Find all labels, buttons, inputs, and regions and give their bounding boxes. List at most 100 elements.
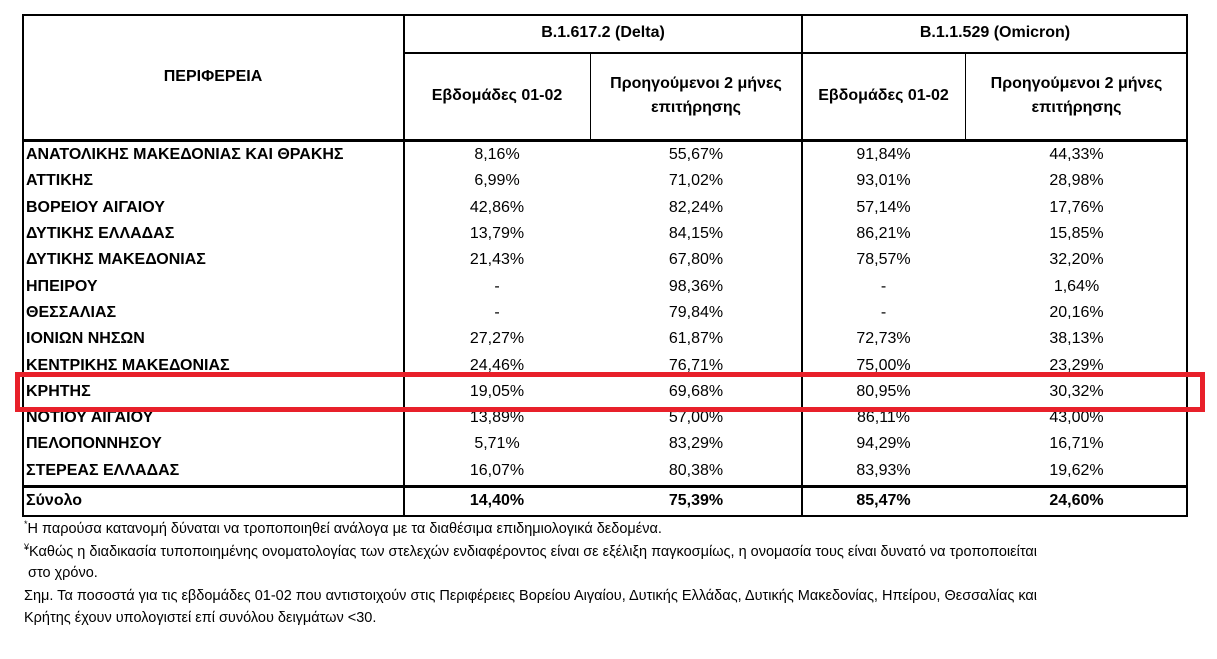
cell: 42,86% (469, 198, 525, 216)
cell: 76,71% (668, 356, 724, 374)
region-name: ΑΤΤΙΚΗΣ (26, 172, 93, 190)
cell: 1,64% (1053, 277, 1100, 295)
cell: 80,38% (668, 461, 724, 479)
cell: 71,02% (668, 172, 724, 190)
footnote: Σημ. Τα ποσοστά για τις εβδομάδες 01-02 … (24, 588, 1214, 608)
cell: 19,05% (469, 382, 525, 400)
region-name: ΚΡΗΤΗΣ (26, 382, 91, 400)
cell: 86,21% (856, 225, 911, 243)
cell: 13,79% (469, 225, 525, 243)
cell: 91,84% (856, 146, 911, 164)
total-cell: 14,40% (469, 492, 525, 509)
cell: 30,32% (1049, 382, 1104, 400)
cell: 86,11% (856, 409, 911, 427)
region-name: ΒΟΡΕΙΟΥ ΑΙΓΑΙΟΥ (26, 198, 165, 216)
region-name: ΑΝΑΤΟΛΙΚΗΣ ΜΑΚΕΔΟΝΙΑΣ ΚΑΙ ΘΡΑΚΗΣ (26, 146, 344, 164)
highlight-box (15, 372, 1205, 412)
cell: 44,33% (1049, 146, 1104, 164)
cell: 21,43% (469, 251, 525, 269)
cell: 32,20% (1049, 251, 1104, 269)
region-name: ΗΠΕΙΡΟΥ (26, 277, 98, 295)
cell: 69,68% (668, 382, 724, 400)
cell: 83,29% (668, 435, 724, 453)
sub-header: Εβδομάδες 01-02 (818, 87, 949, 104)
region-name: ΔΥΤΙΚΗΣ ΜΑΚΕΔΟΝΙΑΣ (26, 251, 206, 269)
footnote: Κρήτης έχουν υπολογιστεί επί συνόλου δει… (24, 610, 1214, 630)
total-cell: Σύνολο (26, 492, 83, 509)
region-name: ΙΟΝΙΩΝ ΝΗΣΩΝ (26, 330, 145, 348)
cell: 6,99% (474, 172, 520, 190)
group-header: B.1.617.2 (Delta) (541, 24, 665, 41)
v-line (1186, 14, 1188, 517)
cell: 94,29% (856, 435, 911, 453)
footnote-text: στο χρόνο. (28, 565, 98, 581)
total-cell: 24,60% (1049, 492, 1104, 509)
cell: 55,67% (668, 146, 724, 164)
cell: 24,46% (469, 356, 525, 374)
footnote-text: Η παρούσα κατανομή δύναται να τροποποιηθ… (27, 520, 662, 537)
footnote-text: Κρήτης έχουν υπολογιστεί επί συνόλου δει… (24, 610, 377, 626)
cell: 27,27% (469, 330, 525, 348)
footnote-mark: ¥ (24, 542, 30, 552)
cell: 28,98% (1049, 172, 1104, 190)
v-line (403, 14, 405, 515)
cell: 57,14% (856, 198, 911, 216)
h-line (22, 515, 1188, 517)
footnote: στο χρόνο. (28, 565, 1217, 585)
cell: 79,84% (668, 303, 724, 321)
cell: 20,16% (1049, 303, 1104, 321)
cell: 67,80% (668, 251, 724, 269)
region-name: ΚΕΝΤΡΙΚΗΣ ΜΑΚΕΔΟΝΙΑΣ (26, 356, 230, 374)
total-cell: 85,47% (856, 492, 911, 509)
h-line (22, 139, 1188, 142)
v-line (22, 14, 24, 517)
sub-header: Προηγούμενοι 2 μήνες επιτήρησης (610, 75, 782, 116)
cell: 75,00% (856, 356, 911, 374)
cell: 19,62% (1049, 461, 1104, 479)
cell: 8,16% (474, 146, 520, 164)
group-header: B.1.1.529 (Omicron) (919, 24, 1071, 41)
cell: - (494, 303, 500, 321)
region-name: ΣΤΕΡΕΑΣ ΕΛΛΑΔΑΣ (26, 461, 180, 479)
v-line (590, 52, 591, 140)
sub-header: Εβδομάδες 01-02 (431, 87, 563, 104)
footnote: ¥Καθώς η διαδικασία τυποποιημένης ονοματ… (24, 542, 1214, 562)
v-line (801, 14, 803, 515)
cell: 84,15% (668, 225, 724, 243)
total-cell: 75,39% (668, 492, 724, 509)
cell: 57,00% (668, 409, 724, 427)
h-line (22, 14, 1188, 16)
cell: 17,76% (1049, 198, 1104, 216)
cell: - (494, 277, 500, 295)
footnote: *Η παρούσα κατανομή δύναται να τροποποιη… (24, 519, 1214, 539)
cell: 61,87% (668, 330, 724, 348)
h-line (404, 52, 1188, 54)
cell: 72,73% (856, 330, 911, 348)
cell: - (880, 303, 887, 321)
region-name: ΠΕΛΟΠΟΝΝΗΣΟΥ (26, 435, 162, 453)
cell: 83,93% (856, 461, 911, 479)
footnote-text: Σημ. Τα ποσοστά για τις εβδομάδες 01-02 … (24, 588, 1038, 604)
v-line (965, 52, 966, 140)
cell: 98,36% (668, 277, 724, 295)
cell: 5,71% (474, 435, 520, 453)
cell: 78,57% (856, 251, 911, 269)
h-line (22, 485, 1188, 488)
footnote-mark: * (24, 519, 28, 529)
region-header: ΠΕΡΙΦΕΡΕΙΑ (163, 68, 263, 85)
cell: 15,85% (1049, 225, 1104, 243)
footnote-text: Καθώς η διαδικασία τυποποιημένης ονοματο… (29, 543, 1037, 560)
cell: - (880, 277, 887, 295)
sub-header: Προηγούμενοι 2 μήνες επιτήρησης (990, 75, 1163, 116)
cell: 16,07% (469, 461, 525, 479)
cell: 82,24% (668, 198, 724, 216)
cell: 16,71% (1049, 435, 1104, 453)
cell: 38,13% (1049, 330, 1104, 348)
cell: 43,00% (1049, 409, 1104, 427)
cell: 23,29% (1049, 356, 1104, 374)
region-name: ΝΟΤΙΟΥ ΑΙΓΑΙΟΥ (26, 409, 154, 427)
cell: 13,89% (469, 409, 525, 427)
cell: 93,01% (856, 172, 911, 190)
region-name: ΔΥΤΙΚΗΣ ΕΛΛΑΔΑΣ (26, 225, 175, 243)
